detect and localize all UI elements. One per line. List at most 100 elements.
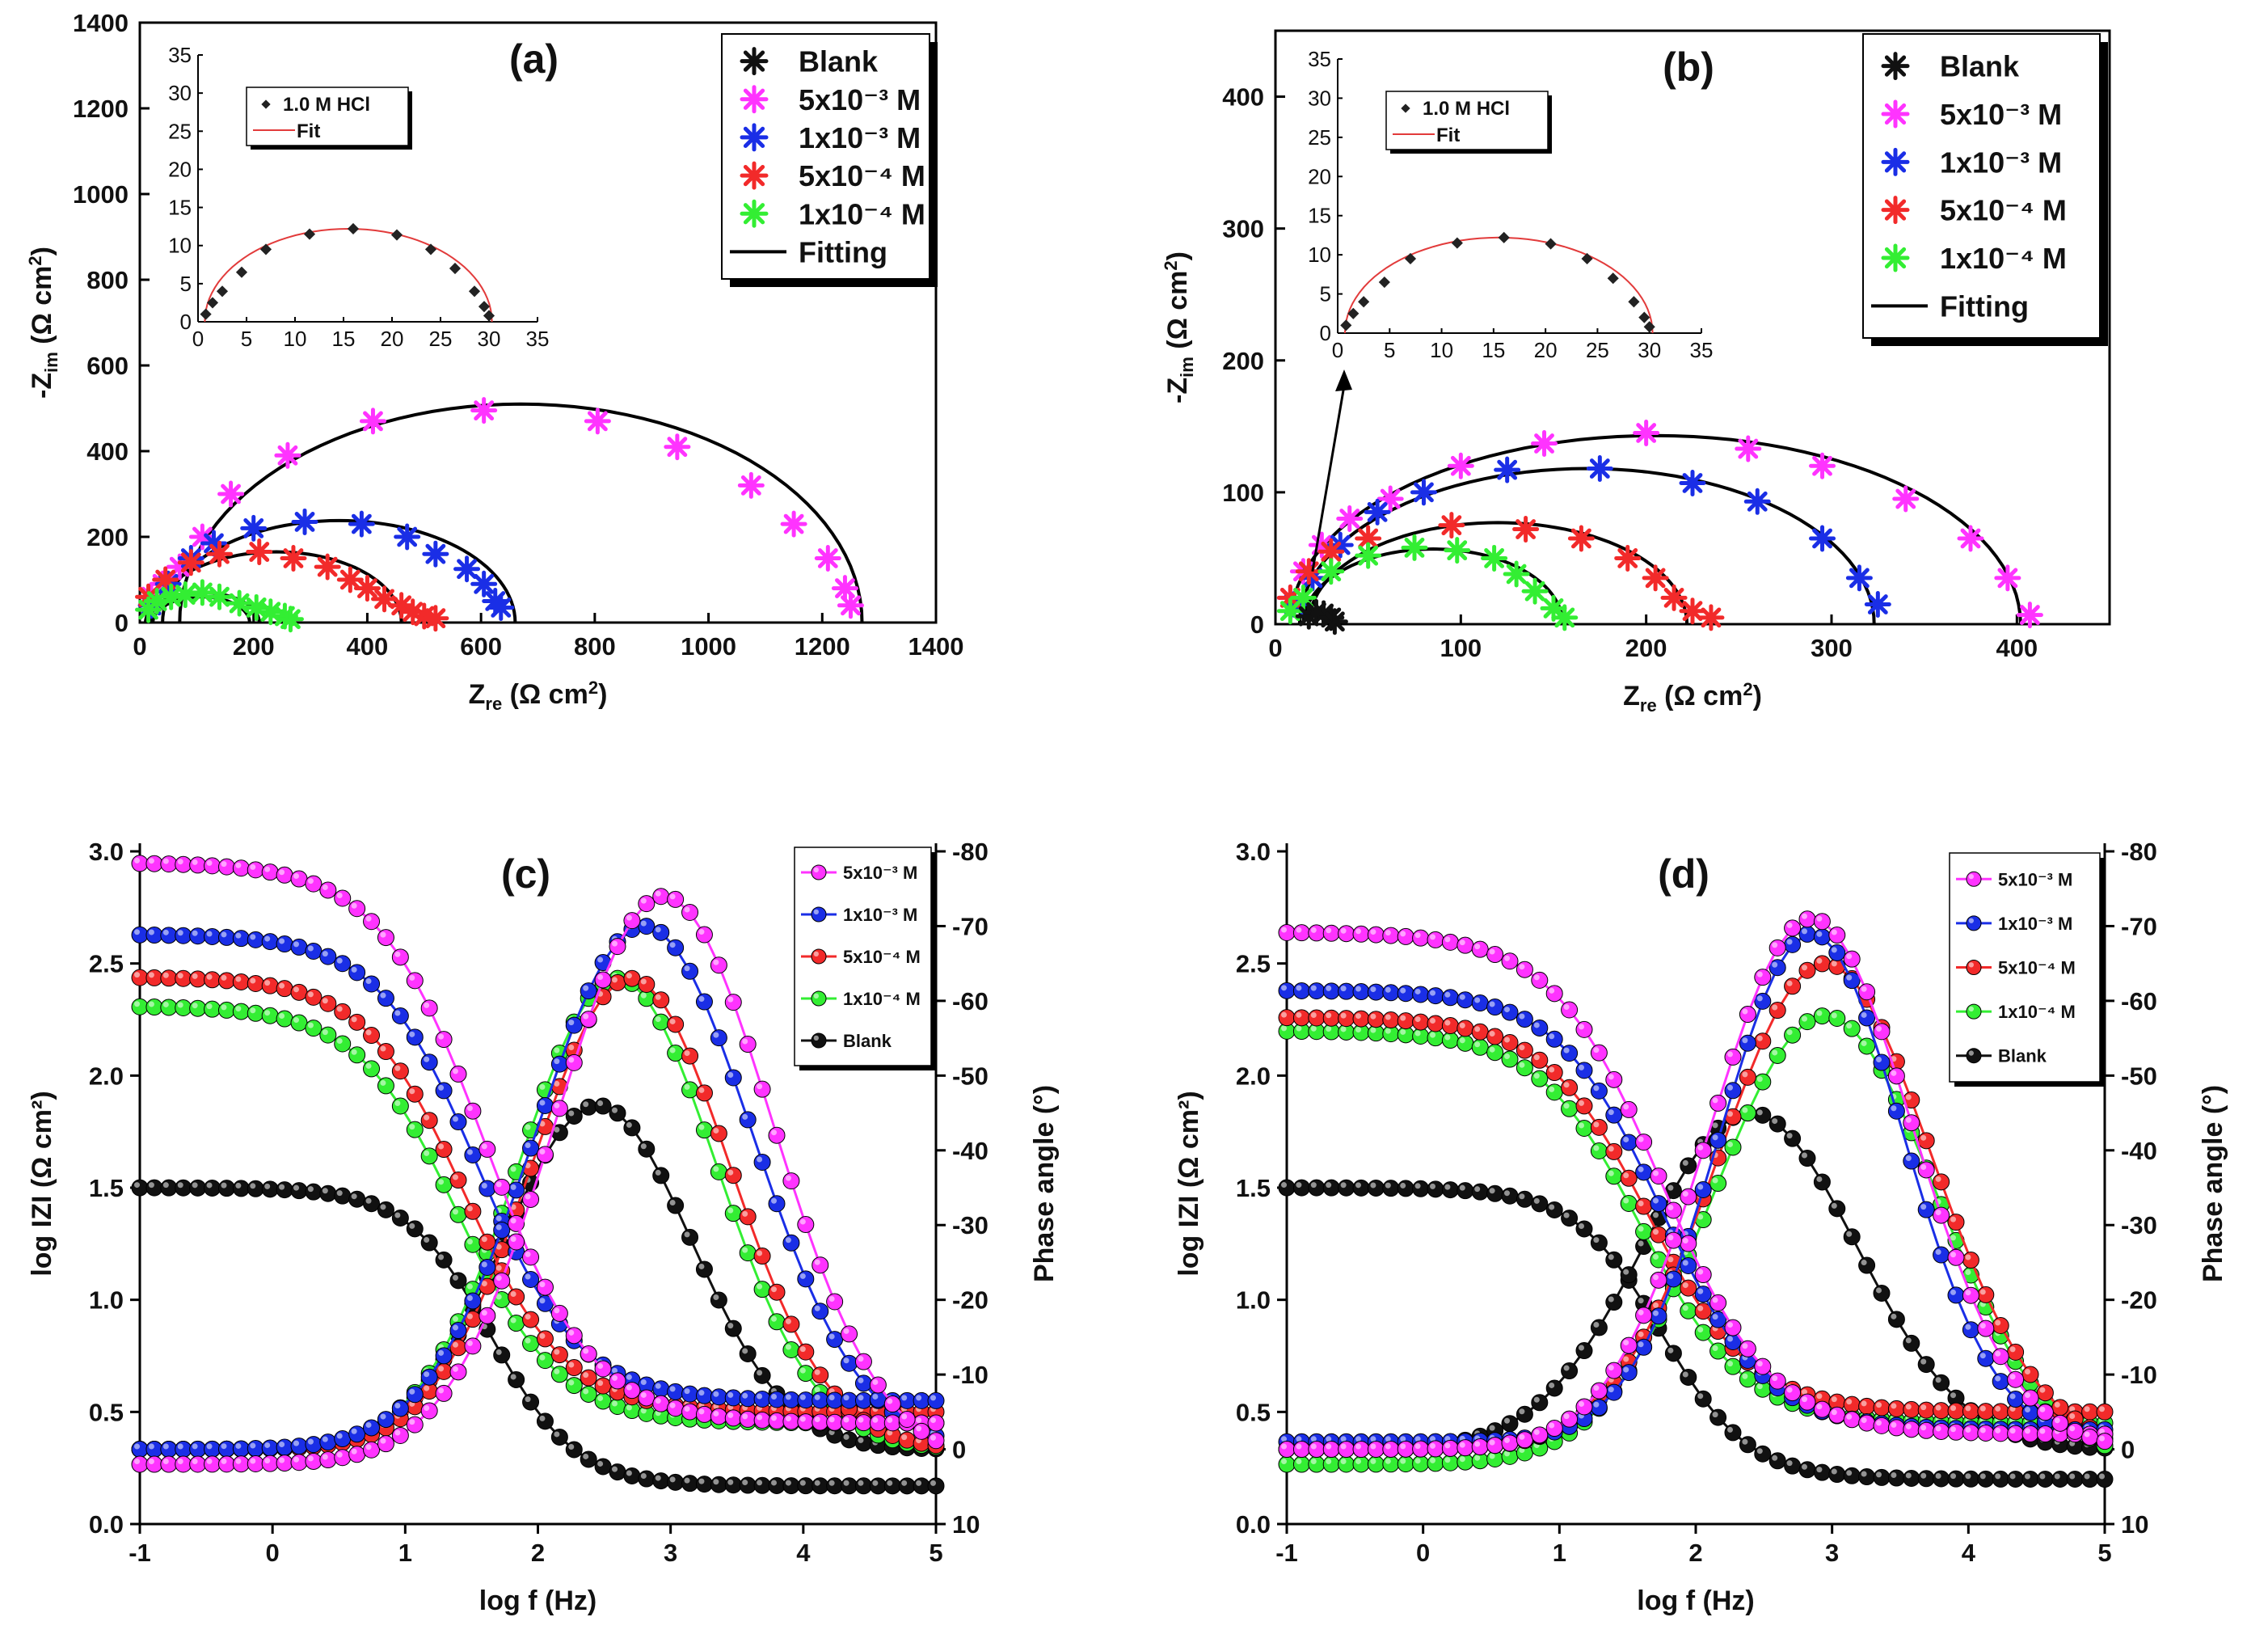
modulus-point [1471, 1023, 1489, 1041]
legend-label: 1x10⁻³ M [843, 905, 917, 925]
modulus-point [565, 1359, 583, 1377]
data-point [1957, 525, 1984, 552]
phase-point [812, 1303, 829, 1320]
data-point [1567, 525, 1595, 552]
phase-point [667, 939, 685, 956]
phase-point [724, 1167, 742, 1184]
modulus-point [1575, 1020, 1593, 1038]
phase-point [2021, 1389, 2039, 1407]
modulus-point [1531, 1051, 1549, 1069]
modulus-point [1768, 1452, 1786, 1470]
modulus-point [348, 964, 366, 982]
inset-legend-label: Fit [1436, 125, 1460, 146]
modulus-point [1441, 1181, 1459, 1199]
modulus-point [334, 889, 352, 907]
inset-x-tick-label: 0 [192, 327, 204, 351]
legend-marker [740, 123, 769, 152]
phase-point [319, 1433, 337, 1451]
inset-y-tick-label: 10 [168, 234, 192, 258]
modulus-point [1561, 1045, 1579, 1062]
phase-point [710, 956, 727, 974]
legend-marker [740, 47, 769, 76]
y-right-tick-label: -70 [952, 912, 989, 940]
y-tick-label: 400 [86, 437, 129, 466]
x-tick-label: 5 [2097, 1539, 2111, 1567]
modulus-point [667, 1383, 685, 1400]
modulus-point [1858, 1468, 1876, 1486]
modulus-point [1992, 1403, 2009, 1421]
modulus-point [1680, 1279, 1697, 1297]
modulus-point [1456, 1020, 1474, 1037]
modulus-point [1724, 1333, 1742, 1351]
x-tick-label: 0 [266, 1539, 280, 1567]
data-point [487, 593, 515, 621]
phase-point [841, 1431, 858, 1449]
modulus-point [334, 1003, 352, 1020]
phase-point [1962, 1252, 1979, 1269]
modulus-point [232, 1003, 250, 1020]
modulus-point [247, 931, 264, 948]
modulus-point [1680, 1235, 1697, 1252]
x-tick-label: 200 [233, 632, 275, 661]
modulus-point [204, 971, 221, 989]
modulus-point [1754, 1357, 1772, 1375]
data-point [1447, 452, 1474, 479]
phase-point [508, 1233, 525, 1251]
inset-data-point [1545, 238, 1557, 250]
legend-label: 5x10⁻⁴ M [1998, 958, 2076, 978]
y-left-tick-label: 0.5 [1236, 1398, 1271, 1426]
y-tick-label: 400 [1222, 83, 1264, 112]
panel-label: (c) [501, 851, 550, 897]
modulus-point [1352, 1024, 1370, 1041]
x-tick-label: 1000 [681, 632, 736, 661]
y-left-tick-label: 2.5 [1236, 950, 1271, 978]
phase-point [1575, 1398, 1593, 1416]
inset-y-tick-label: 35 [1308, 47, 1331, 71]
modulus-point [1933, 1402, 1950, 1420]
x-tick-label: 600 [460, 632, 502, 661]
y-tick-label: 1400 [73, 9, 129, 37]
modulus-point [1590, 1082, 1608, 1100]
modulus-point [739, 1476, 757, 1494]
phase-point [913, 1422, 930, 1440]
phase-point [1724, 1048, 1742, 1066]
y-left-tick-label: 0.0 [1236, 1510, 1271, 1539]
phase-point [652, 1013, 670, 1031]
phase-point [695, 1084, 713, 1102]
modulus-point [377, 1201, 394, 1218]
modulus-point [1382, 1180, 1400, 1197]
panel-label: (b) [1663, 44, 1714, 90]
modulus-point [391, 1097, 409, 1115]
phase-point [1322, 1441, 1340, 1459]
modulus-point [695, 1476, 713, 1493]
x-tick-label: 100 [1440, 634, 1482, 662]
modulus-point [739, 1390, 757, 1408]
data-point [280, 545, 307, 572]
phase-point [305, 1452, 322, 1470]
modulus-point [1561, 1001, 1579, 1019]
phase-point [1605, 1294, 1623, 1311]
phase-point [449, 1363, 467, 1381]
modulus-point [406, 1028, 424, 1046]
phase-point [276, 1438, 293, 1456]
modulus-point [1887, 1469, 1905, 1487]
phase-point [854, 1374, 872, 1392]
modulus-point [449, 1205, 467, 1223]
modulus-point [276, 1010, 293, 1028]
legend-label: 5x10⁻⁴ M [799, 159, 925, 192]
modulus-point [1709, 1311, 1727, 1328]
x-tick-label: 5 [929, 1539, 942, 1567]
modulus-point [1977, 1403, 1995, 1421]
phase-point [812, 1256, 829, 1274]
modulus-point [160, 999, 178, 1016]
phase-point [681, 962, 699, 980]
modulus-point [536, 1330, 554, 1348]
legend-label: 1x10⁻⁴ M [1998, 1002, 2076, 1022]
modulus-point [1947, 1470, 1965, 1488]
phase-point [1754, 969, 1772, 986]
modulus-point [131, 926, 149, 944]
phase-point [377, 1411, 394, 1429]
modulus-point [145, 999, 163, 1016]
data-point [1401, 534, 1428, 561]
modulus-point [782, 1412, 800, 1430]
